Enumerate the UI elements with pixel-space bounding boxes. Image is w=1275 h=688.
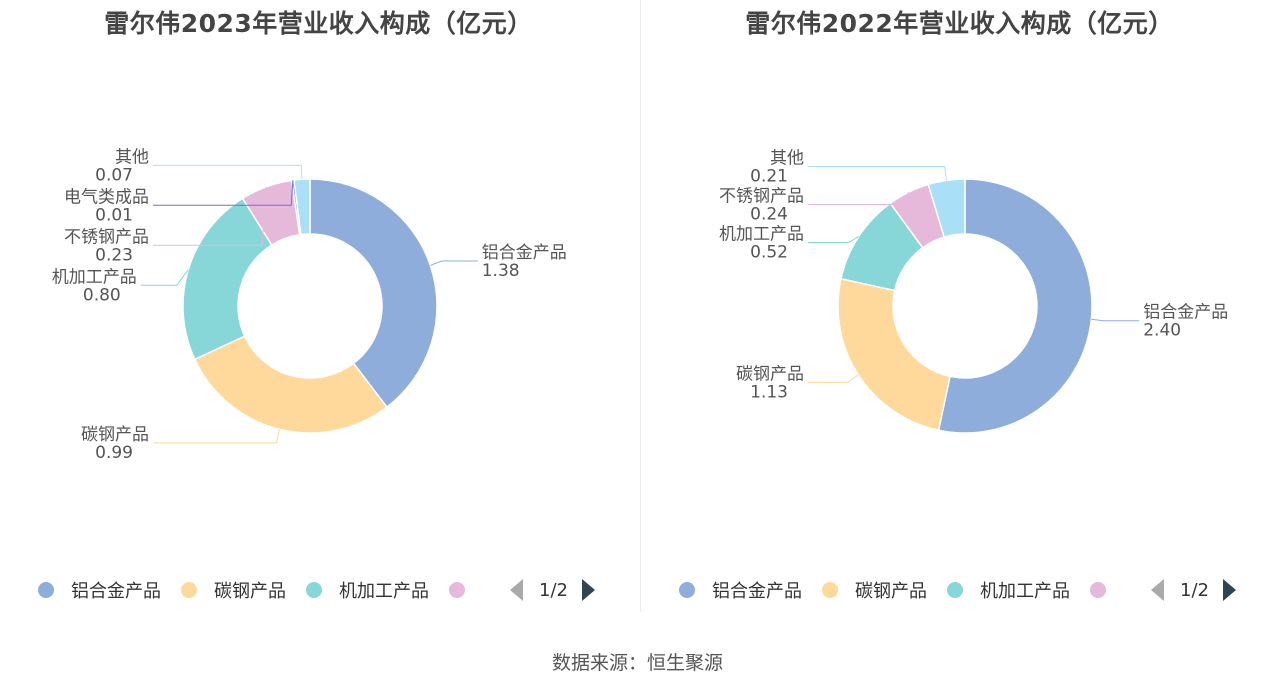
slice-label: 碳钢产品 — [736, 364, 804, 384]
legend-label: 碳钢产品 — [855, 581, 927, 602]
legend-label: 机加工产品 — [980, 581, 1070, 602]
legend-item-machining[interactable]: 机加工产品 — [947, 577, 1070, 603]
label-leader-line — [808, 166, 947, 181]
slice-value-label: 0.21 — [750, 167, 788, 187]
slice-value-label: 1.13 — [750, 382, 788, 402]
slice-label: 电气类成品 — [64, 187, 149, 207]
legend-dot — [1090, 582, 1106, 598]
legend-prev-page-icon[interactable] — [1151, 579, 1164, 601]
panel-divider — [640, 0, 641, 612]
legend-next-page-icon[interactable] — [581, 579, 595, 601]
slice-label: 铝合金产品 — [482, 243, 567, 263]
legend-label: 碳钢产品 — [214, 581, 286, 602]
slice-value-label: 0.24 — [750, 205, 788, 225]
slice-carbon-steel[interactable] — [193, 335, 388, 434]
label-leader-line — [1091, 318, 1140, 322]
slice-value-label: 0.99 — [95, 443, 133, 463]
legend-pager: 1/2 — [1151, 579, 1236, 601]
slice-machining[interactable] — [182, 197, 273, 361]
slice-aluminum[interactable] — [937, 178, 1093, 434]
legend-page-indicator: 1/2 — [1180, 579, 1209, 601]
slice-other[interactable] — [293, 178, 311, 236]
legend-item-stainless-steel[interactable] — [1090, 582, 1123, 598]
legend-next-page-icon[interactable] — [1222, 579, 1236, 601]
legend-item-aluminum[interactable]: 铝合金产品 — [38, 577, 161, 603]
slice-label: 机加工产品 — [52, 267, 137, 287]
label-leader-line — [153, 164, 303, 180]
legend-item-aluminum[interactable]: 铝合金产品 — [679, 577, 802, 603]
legend: 铝合金产品 碳钢产品 机加工产品 1/2 — [679, 576, 1236, 604]
legend-item-machining[interactable]: 机加工产品 — [306, 577, 429, 603]
slice-label: 机加工产品 — [719, 225, 804, 245]
label-leader-line — [808, 192, 909, 206]
legend-dot — [181, 582, 197, 598]
slice-value-label: 0.80 — [83, 285, 121, 305]
chart-title: 雷尔伟2022年营业收入构成（亿元） — [745, 9, 1174, 38]
label-leader-line — [153, 186, 267, 246]
slice-value-label: 0.52 — [750, 243, 788, 263]
chart-panel-2022: 雷尔伟2022年营业收入构成（亿元） 铝合金产品 2.40 碳钢产品 1.13 机加工产… — [641, 0, 1275, 615]
slice-other[interactable] — [927, 178, 966, 239]
legend-item-carbon-steel[interactable]: 碳钢产品 — [181, 577, 286, 603]
legend: 铝合金产品 碳钢产品 机加工产品 1/2 — [38, 576, 595, 604]
data-source-note: 数据来源：恒生聚源 — [551, 652, 723, 674]
legend-pager: 1/2 — [510, 579, 595, 601]
slice-label: 碳钢产品 — [81, 425, 149, 445]
legend-dot — [679, 582, 695, 598]
legend-dot — [947, 582, 963, 598]
slice-label: 其他 — [770, 149, 804, 169]
legend-item-carbon-steel[interactable]: 碳钢产品 — [822, 577, 927, 603]
legend-label: 铝合金产品 — [712, 581, 802, 602]
slice-value-label: 2.40 — [1143, 321, 1181, 341]
label-leader-line — [430, 260, 478, 266]
legend-prev-page-icon[interactable] — [510, 579, 523, 601]
slice-label: 铝合金产品 — [1143, 303, 1228, 323]
legend-dot — [38, 582, 54, 598]
legend-item-stainless-steel[interactable] — [449, 582, 482, 598]
slice-value-label: 0.23 — [95, 245, 133, 265]
label-leader-line — [140, 269, 189, 286]
legend-page-indicator: 1/2 — [539, 579, 568, 601]
label-leader-line — [153, 429, 280, 444]
slice-label: 其他 — [115, 147, 149, 167]
slice-label: 不锈钢产品 — [719, 187, 804, 207]
slice-label: 不锈钢产品 — [64, 227, 149, 247]
chart-panel-2023: 雷尔伟2023年营业收入构成（亿元） 铝合金产品 1.38 碳钢产品 0.99 机加工产… — [0, 0, 637, 615]
legend-dot — [822, 582, 838, 598]
label-leader-line — [808, 374, 859, 383]
legend-dot — [449, 582, 465, 598]
slice-carbon-steel[interactable] — [837, 277, 951, 432]
label-leader-line — [153, 180, 294, 206]
slice-value-label: 0.07 — [95, 165, 133, 185]
legend-label: 铝合金产品 — [71, 581, 161, 602]
slice-value-label: 1.38 — [482, 261, 520, 281]
slice-value-label: 0.01 — [95, 205, 133, 225]
label-leader-line — [808, 236, 859, 244]
legend-dot — [306, 582, 322, 598]
slice-aluminum[interactable] — [309, 178, 438, 409]
legend-label: 机加工产品 — [339, 581, 429, 602]
chart-title: 雷尔伟2023年营业收入构成（亿元） — [104, 9, 533, 38]
